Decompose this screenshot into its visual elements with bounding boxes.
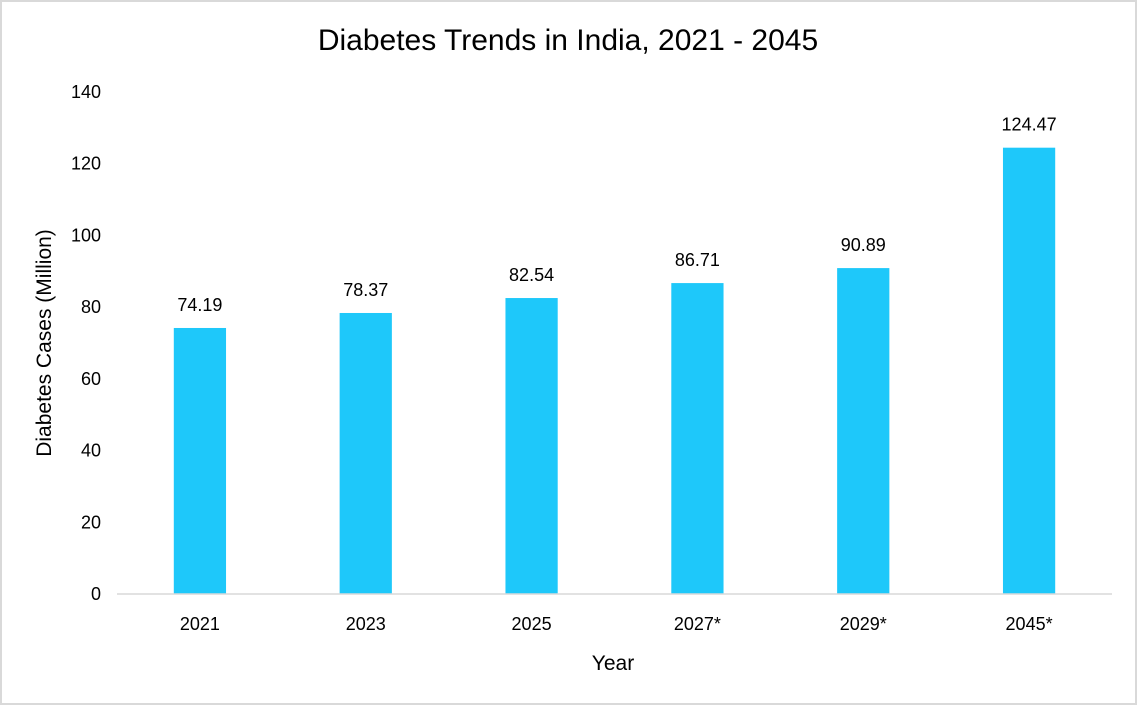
bar [339, 312, 392, 594]
y-tick-label: 0 [91, 584, 101, 604]
data-label: 124.47 [1002, 115, 1057, 135]
x-tick-label: 2029* [840, 614, 887, 634]
bar [837, 268, 890, 594]
x-tick-label: 2045* [1006, 614, 1053, 634]
data-label: 86.71 [675, 250, 720, 270]
data-label: 90.89 [841, 235, 886, 255]
y-axis-ticks: 0 20 40 60 80 100 120 140 [71, 82, 101, 604]
bar [173, 327, 227, 594]
y-tick-label: 60 [81, 369, 101, 389]
x-axis-ticks: 2021 2023 2025 2027* 2029* 2045* [180, 614, 1053, 634]
x-tick-label: 2021 [180, 614, 220, 634]
y-axis-title: Diabetes Cases (Million) [33, 229, 56, 457]
y-tick-label: 120 [71, 154, 101, 174]
x-axis-title: Year [592, 652, 634, 675]
x-tick-label: 2025 [512, 614, 552, 634]
data-label: 82.54 [509, 265, 554, 285]
data-labels: 74.19 78.37 82.54 86.71 90.89 124.47 [177, 115, 1056, 315]
chart-title: Diabetes Trends in India, 2021 - 2045 [318, 24, 818, 57]
y-tick-label: 40 [81, 441, 101, 461]
y-tick-label: 80 [81, 297, 101, 317]
bar-series [173, 147, 1056, 594]
data-label: 74.19 [177, 295, 222, 315]
y-tick-label: 140 [71, 82, 101, 102]
x-tick-label: 2027* [674, 614, 721, 634]
y-tick-label: 20 [81, 512, 101, 532]
bar [505, 298, 558, 594]
x-tick-label: 2023 [346, 614, 386, 634]
bar [1002, 147, 1056, 594]
y-tick-label: 100 [71, 225, 101, 245]
bar [671, 283, 724, 594]
data-label: 78.37 [343, 280, 388, 300]
